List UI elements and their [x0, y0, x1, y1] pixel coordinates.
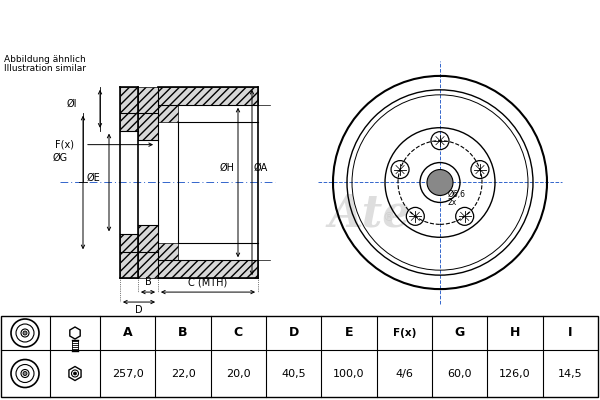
- Text: 4/6: 4/6: [395, 368, 413, 378]
- Text: ØH: ØH: [220, 162, 235, 172]
- Text: D: D: [135, 305, 143, 315]
- Text: 126,0: 126,0: [499, 368, 531, 378]
- Circle shape: [23, 372, 27, 376]
- Text: ØE: ØE: [86, 172, 100, 182]
- Text: ØG: ØG: [53, 152, 68, 162]
- Text: 257,0: 257,0: [112, 368, 143, 378]
- Bar: [138, 225, 158, 252]
- Text: 22,0: 22,0: [170, 368, 196, 378]
- Bar: [158, 260, 258, 278]
- Text: C: C: [234, 326, 243, 340]
- Text: Abbildung ähnlich: Abbildung ähnlich: [4, 55, 86, 64]
- Text: G: G: [455, 326, 465, 340]
- Bar: [138, 113, 158, 140]
- Bar: [120, 234, 138, 252]
- Text: 40,5: 40,5: [281, 368, 306, 378]
- Text: Illustration similar: Illustration similar: [4, 64, 86, 73]
- Text: F(x): F(x): [55, 140, 74, 150]
- Text: 2x: 2x: [448, 198, 457, 208]
- Text: B: B: [145, 277, 151, 287]
- Polygon shape: [69, 366, 81, 380]
- Text: A: A: [123, 326, 133, 340]
- Text: 422231: 422231: [377, 15, 464, 35]
- Text: ®: ®: [382, 211, 395, 224]
- Text: 20,0: 20,0: [226, 368, 251, 378]
- Bar: [120, 87, 138, 113]
- Bar: [158, 243, 178, 260]
- Text: ØI: ØI: [67, 99, 77, 109]
- Bar: [138, 87, 158, 113]
- Text: H: H: [510, 326, 520, 340]
- Circle shape: [23, 331, 27, 335]
- Text: B: B: [178, 326, 188, 340]
- Text: ØA: ØA: [254, 162, 268, 172]
- Text: 24.0122-0231.1: 24.0122-0231.1: [128, 15, 312, 35]
- Text: F(x): F(x): [392, 328, 416, 338]
- Polygon shape: [70, 327, 80, 339]
- Text: 14,5: 14,5: [558, 368, 583, 378]
- Bar: [120, 252, 138, 278]
- Text: E: E: [345, 326, 353, 340]
- Text: 60,0: 60,0: [448, 368, 472, 378]
- Bar: [138, 252, 158, 278]
- Bar: [158, 105, 178, 122]
- Text: Ate: Ate: [329, 193, 412, 236]
- Text: 100,0: 100,0: [333, 368, 365, 378]
- Text: C (MTH): C (MTH): [188, 277, 227, 287]
- Text: Ø6,6: Ø6,6: [448, 190, 466, 200]
- Circle shape: [427, 170, 453, 196]
- Bar: [120, 113, 138, 131]
- Text: D: D: [289, 326, 299, 340]
- Text: I: I: [568, 326, 572, 340]
- Circle shape: [74, 372, 77, 375]
- Bar: [120, 131, 138, 234]
- Bar: [158, 87, 258, 105]
